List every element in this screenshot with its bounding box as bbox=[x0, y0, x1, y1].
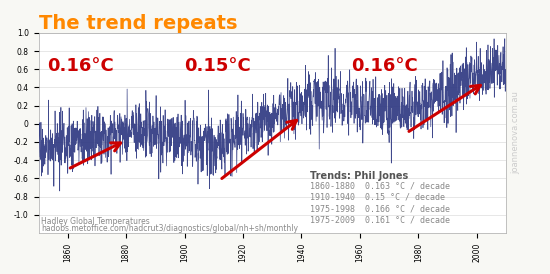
Text: Hadley Global Temperatures: Hadley Global Temperatures bbox=[41, 216, 150, 226]
Text: 0.16°C: 0.16°C bbox=[47, 57, 114, 75]
Text: The trend repeats: The trend repeats bbox=[39, 14, 237, 33]
Text: 0.15°C: 0.15°C bbox=[185, 57, 251, 75]
Text: 1910-1940  0.15 °C / decade: 1910-1940 0.15 °C / decade bbox=[310, 193, 446, 202]
Text: 1860-1880  0.163 °C / decade: 1860-1880 0.163 °C / decade bbox=[310, 182, 450, 190]
Text: 0.16°C: 0.16°C bbox=[351, 57, 418, 75]
Text: 1975-2009  0.161 °C / decade: 1975-2009 0.161 °C / decade bbox=[310, 216, 450, 225]
Text: 1975-1998  0.166 °C / decade: 1975-1998 0.166 °C / decade bbox=[310, 204, 450, 213]
Text: joannenova.com.au: joannenova.com.au bbox=[512, 92, 521, 174]
Text: Trends: Phil Jones: Trends: Phil Jones bbox=[310, 171, 409, 181]
Text: hadobs.metoffice.com/hadcrut3/diagnostics/global/nh+sh/monthly: hadobs.metoffice.com/hadcrut3/diagnostic… bbox=[41, 224, 299, 233]
